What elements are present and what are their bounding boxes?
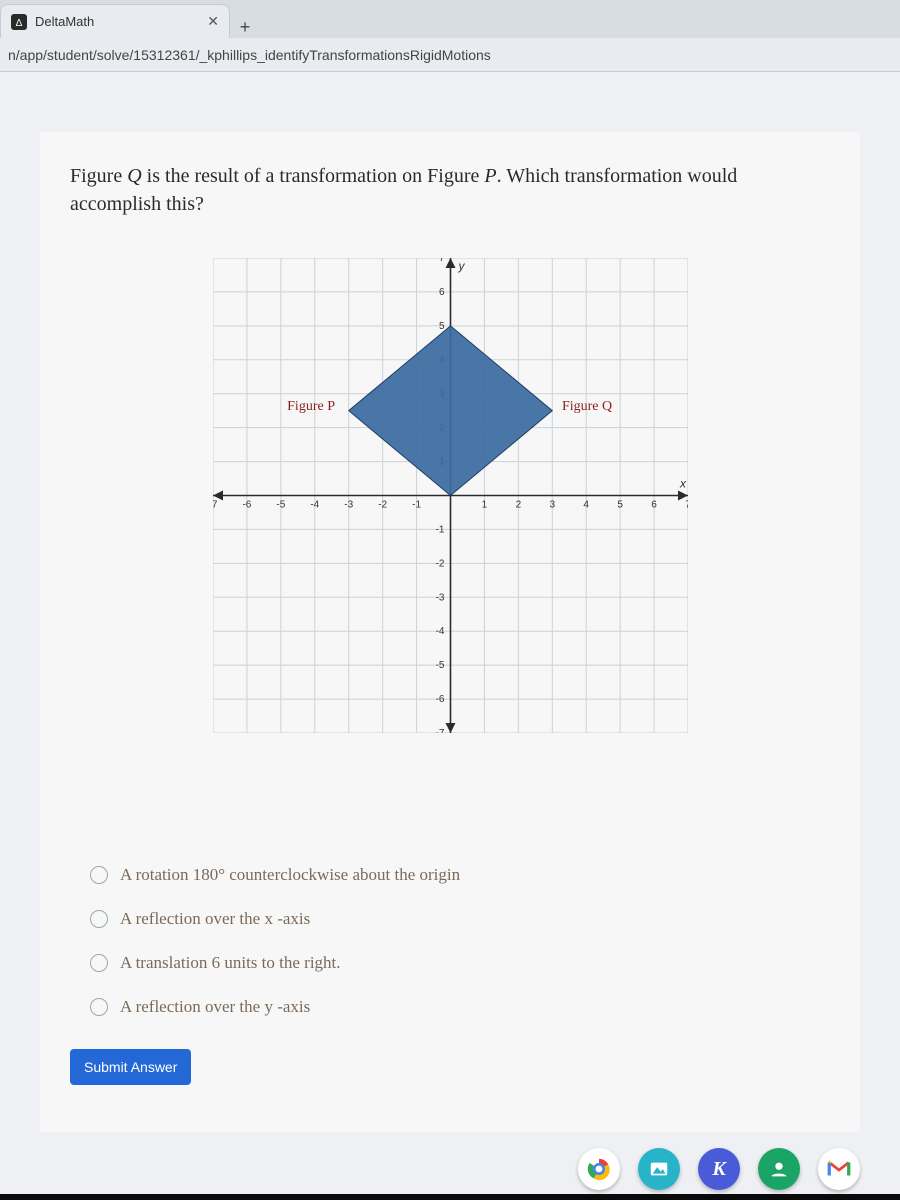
k-letter: K bbox=[712, 1158, 725, 1181]
svg-text:-4: -4 bbox=[435, 626, 444, 637]
contacts-icon[interactable] bbox=[758, 1148, 800, 1190]
address-bar[interactable]: n/app/student/solve/15312361/_kphillips_… bbox=[0, 38, 900, 72]
photos-icon[interactable] bbox=[638, 1148, 680, 1190]
new-tab-button[interactable]: + bbox=[230, 17, 260, 38]
svg-text:x: x bbox=[679, 477, 687, 491]
k-app-icon[interactable]: K bbox=[698, 1148, 740, 1190]
graph-container: -7-6-5-4-3-2-11234567-7-6-5-4-3-2-112345… bbox=[70, 258, 830, 733]
svg-text:-1: -1 bbox=[435, 524, 444, 535]
radio-button[interactable] bbox=[90, 954, 108, 972]
answer-options: A rotation 180° counterclockwise about t… bbox=[90, 853, 830, 1029]
option-label: A reflection over the y -axis bbox=[120, 997, 310, 1017]
option-row[interactable]: A reflection over the x -axis bbox=[90, 897, 830, 941]
radio-button[interactable] bbox=[90, 866, 108, 884]
svg-text:Δ: Δ bbox=[16, 18, 23, 29]
svg-text:-2: -2 bbox=[378, 500, 387, 511]
option-label: A translation 6 units to the right. bbox=[120, 953, 341, 973]
option-row[interactable]: A rotation 180° counterclockwise about t… bbox=[90, 853, 830, 897]
option-label: A rotation 180° counterclockwise about t… bbox=[120, 865, 460, 885]
svg-text:y: y bbox=[457, 259, 465, 273]
svg-text:-5: -5 bbox=[435, 660, 444, 671]
q-fig-q: Q bbox=[127, 165, 141, 187]
browser-tab-deltamath[interactable]: Δ DeltaMath ✕ bbox=[0, 4, 230, 38]
svg-text:6: 6 bbox=[438, 287, 444, 298]
figure-p-label: Figure P bbox=[287, 399, 335, 415]
problem-card: Figure Q is the result of a transformati… bbox=[40, 132, 860, 1132]
svg-text:-5: -5 bbox=[276, 500, 285, 511]
tab-favicon: Δ bbox=[11, 14, 27, 30]
svg-text:1: 1 bbox=[481, 500, 487, 511]
option-label: A reflection over the x -axis bbox=[120, 909, 310, 929]
svg-text:7: 7 bbox=[438, 258, 444, 264]
browser-tab-strip: Δ DeltaMath ✕ + bbox=[0, 0, 900, 38]
svg-text:-3: -3 bbox=[344, 500, 353, 511]
radio-button[interactable] bbox=[90, 910, 108, 928]
close-icon[interactable]: ✕ bbox=[207, 13, 219, 30]
q-span: is the result of a transformation on Fig… bbox=[142, 165, 485, 187]
svg-text:-4: -4 bbox=[310, 500, 319, 511]
svg-text:2: 2 bbox=[515, 500, 521, 511]
svg-text:-2: -2 bbox=[435, 558, 444, 569]
radio-button[interactable] bbox=[90, 998, 108, 1016]
url-text: n/app/student/solve/15312361/_kphillips_… bbox=[8, 47, 491, 63]
svg-text:7: 7 bbox=[685, 500, 688, 511]
laptop-edge bbox=[0, 1194, 900, 1200]
svg-text:6: 6 bbox=[651, 500, 657, 511]
svg-text:5: 5 bbox=[438, 321, 444, 332]
svg-text:4: 4 bbox=[583, 500, 589, 511]
q-span: Figure bbox=[70, 165, 127, 187]
svg-text:-1: -1 bbox=[412, 500, 421, 511]
svg-text:5: 5 bbox=[617, 500, 623, 511]
tab-title: DeltaMath bbox=[35, 14, 94, 29]
svg-text:-6: -6 bbox=[242, 500, 251, 511]
svg-text:3: 3 bbox=[549, 500, 555, 511]
svg-text:-6: -6 bbox=[435, 694, 444, 705]
svg-text:-3: -3 bbox=[435, 592, 444, 603]
coordinate-graph: -7-6-5-4-3-2-11234567-7-6-5-4-3-2-112345… bbox=[213, 258, 688, 733]
option-row[interactable]: A reflection over the y -axis bbox=[90, 985, 830, 1029]
taskbar: K bbox=[578, 1148, 860, 1190]
page-content: Figure Q is the result of a transformati… bbox=[0, 72, 900, 1200]
option-row[interactable]: A translation 6 units to the right. bbox=[90, 941, 830, 985]
svg-text:-7: -7 bbox=[435, 728, 444, 733]
gmail-icon[interactable] bbox=[818, 1148, 860, 1190]
svg-text:-7: -7 bbox=[213, 500, 218, 511]
question-text: Figure Q is the result of a transformati… bbox=[70, 162, 830, 218]
submit-button[interactable]: Submit Answer bbox=[70, 1049, 191, 1085]
figure-q-label: Figure Q bbox=[562, 399, 612, 415]
chrome-icon[interactable] bbox=[578, 1148, 620, 1190]
q-fig-p: P bbox=[484, 165, 496, 187]
